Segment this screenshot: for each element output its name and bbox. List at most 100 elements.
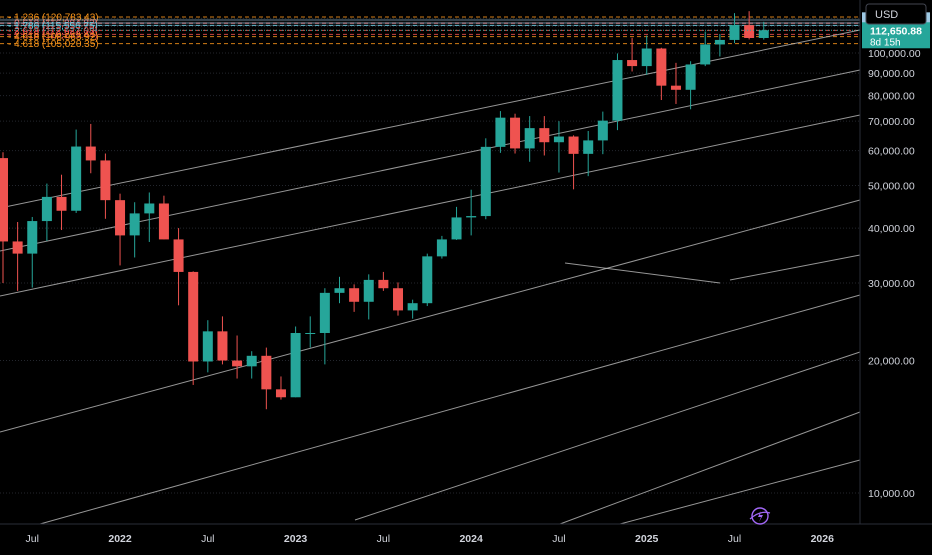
candle[interactable] (700, 31, 711, 67)
candle-body[interactable] (202, 331, 213, 362)
candle[interactable] (612, 53, 623, 131)
candle-body[interactable] (539, 128, 550, 143)
candle[interactable] (583, 130, 594, 177)
candle-body[interactable] (12, 241, 23, 254)
candle[interactable] (363, 274, 374, 320)
candle[interactable] (144, 192, 155, 242)
candle[interactable] (71, 129, 82, 213)
candle-body[interactable] (0, 158, 8, 242)
candle-body[interactable] (758, 30, 769, 38)
candle[interactable] (158, 195, 169, 240)
candle[interactable] (641, 35, 652, 75)
candle-body[interactable] (627, 60, 638, 67)
candle-body[interactable] (597, 120, 608, 141)
candle-body[interactable] (422, 256, 433, 304)
candle[interactable] (305, 316, 316, 348)
candle-body[interactable] (188, 271, 199, 362)
candle-body[interactable] (378, 279, 389, 289)
candle-body[interactable] (641, 48, 652, 67)
candle-body[interactable] (451, 217, 462, 240)
candle-body[interactable] (436, 239, 447, 257)
candle[interactable] (246, 351, 257, 379)
candle[interactable] (466, 189, 477, 236)
candle-body[interactable] (261, 355, 272, 390)
logo-icon[interactable] (749, 507, 771, 525)
candle[interactable] (100, 153, 111, 219)
candle-body[interactable] (71, 146, 82, 211)
candle[interactable] (290, 326, 301, 398)
candle[interactable] (232, 335, 243, 379)
candle-body[interactable] (363, 279, 374, 302)
candle-body[interactable] (232, 360, 243, 367)
candle-body[interactable] (670, 85, 681, 90)
candle[interactable] (495, 111, 506, 153)
candle[interactable] (115, 193, 126, 266)
candle[interactable] (656, 47, 667, 101)
candle-body[interactable] (334, 288, 345, 293)
candle-body[interactable] (393, 288, 404, 311)
candle-body[interactable] (407, 303, 418, 311)
candle[interactable] (85, 123, 96, 174)
candle[interactable] (568, 135, 579, 190)
candle[interactable] (524, 116, 535, 162)
time-axis[interactable]: Jul 2022 Jul 2023 Jul 2024 Jul 2025 Jul 2026 (0, 523, 932, 545)
candle-body[interactable] (85, 146, 96, 161)
candle-body[interactable] (612, 60, 623, 121)
candle-body[interactable] (480, 146, 491, 217)
candle[interactable] (451, 206, 462, 240)
candle[interactable] (539, 116, 550, 156)
candle[interactable] (27, 216, 38, 288)
candle-body[interactable] (466, 216, 477, 218)
candle-body[interactable] (173, 239, 184, 272)
candle[interactable] (202, 320, 213, 373)
candle-body[interactable] (100, 160, 111, 201)
candle[interactable] (553, 121, 564, 173)
candle[interactable] (334, 276, 345, 304)
candle[interactable] (41, 183, 52, 241)
candle-body[interactable] (305, 332, 316, 334)
candle[interactable] (0, 152, 8, 284)
candle-body[interactable] (290, 332, 301, 398)
candle[interactable] (12, 221, 23, 291)
candle[interactable] (744, 11, 755, 40)
candle-body[interactable] (349, 288, 360, 302)
candle-body[interactable] (115, 200, 126, 236)
candle-body[interactable] (144, 203, 155, 214)
candle-body[interactable] (714, 39, 725, 45)
candle[interactable] (597, 111, 608, 155)
candle-body[interactable] (27, 221, 38, 254)
candle-body[interactable] (495, 117, 506, 147)
candle-body[interactable] (129, 213, 140, 236)
candle-body[interactable] (275, 389, 286, 398)
candle[interactable] (217, 316, 228, 365)
candle-body[interactable] (524, 128, 535, 149)
candle[interactable] (407, 299, 418, 319)
candle[interactable] (349, 284, 360, 312)
candle[interactable] (480, 138, 491, 220)
candle[interactable] (422, 253, 433, 307)
candle-body[interactable] (744, 25, 755, 38)
candle[interactable] (129, 202, 140, 258)
candle[interactable] (510, 113, 521, 154)
candle-body[interactable] (217, 331, 228, 361)
candle-body[interactable] (510, 117, 521, 149)
candle-body[interactable] (685, 64, 696, 90)
candle[interactable] (188, 271, 199, 385)
candle-body[interactable] (656, 48, 667, 86)
candle-body[interactable] (568, 136, 579, 154)
candle-body[interactable] (700, 44, 711, 65)
candle-body[interactable] (56, 196, 67, 211)
candle[interactable] (393, 282, 404, 316)
candles[interactable] (0, 11, 769, 410)
candle-body[interactable] (319, 292, 330, 333)
price-axis[interactable]: 100,000.00 90,000.00 80,000.00 70,000.00 60,… (859, 0, 932, 524)
candle[interactable] (378, 271, 389, 291)
candle[interactable] (436, 235, 447, 259)
currency-button[interactable]: USD (865, 3, 927, 25)
candle[interactable] (56, 174, 67, 231)
candle[interactable] (670, 62, 681, 104)
candle[interactable] (758, 21, 769, 40)
candle-body[interactable] (41, 196, 52, 222)
